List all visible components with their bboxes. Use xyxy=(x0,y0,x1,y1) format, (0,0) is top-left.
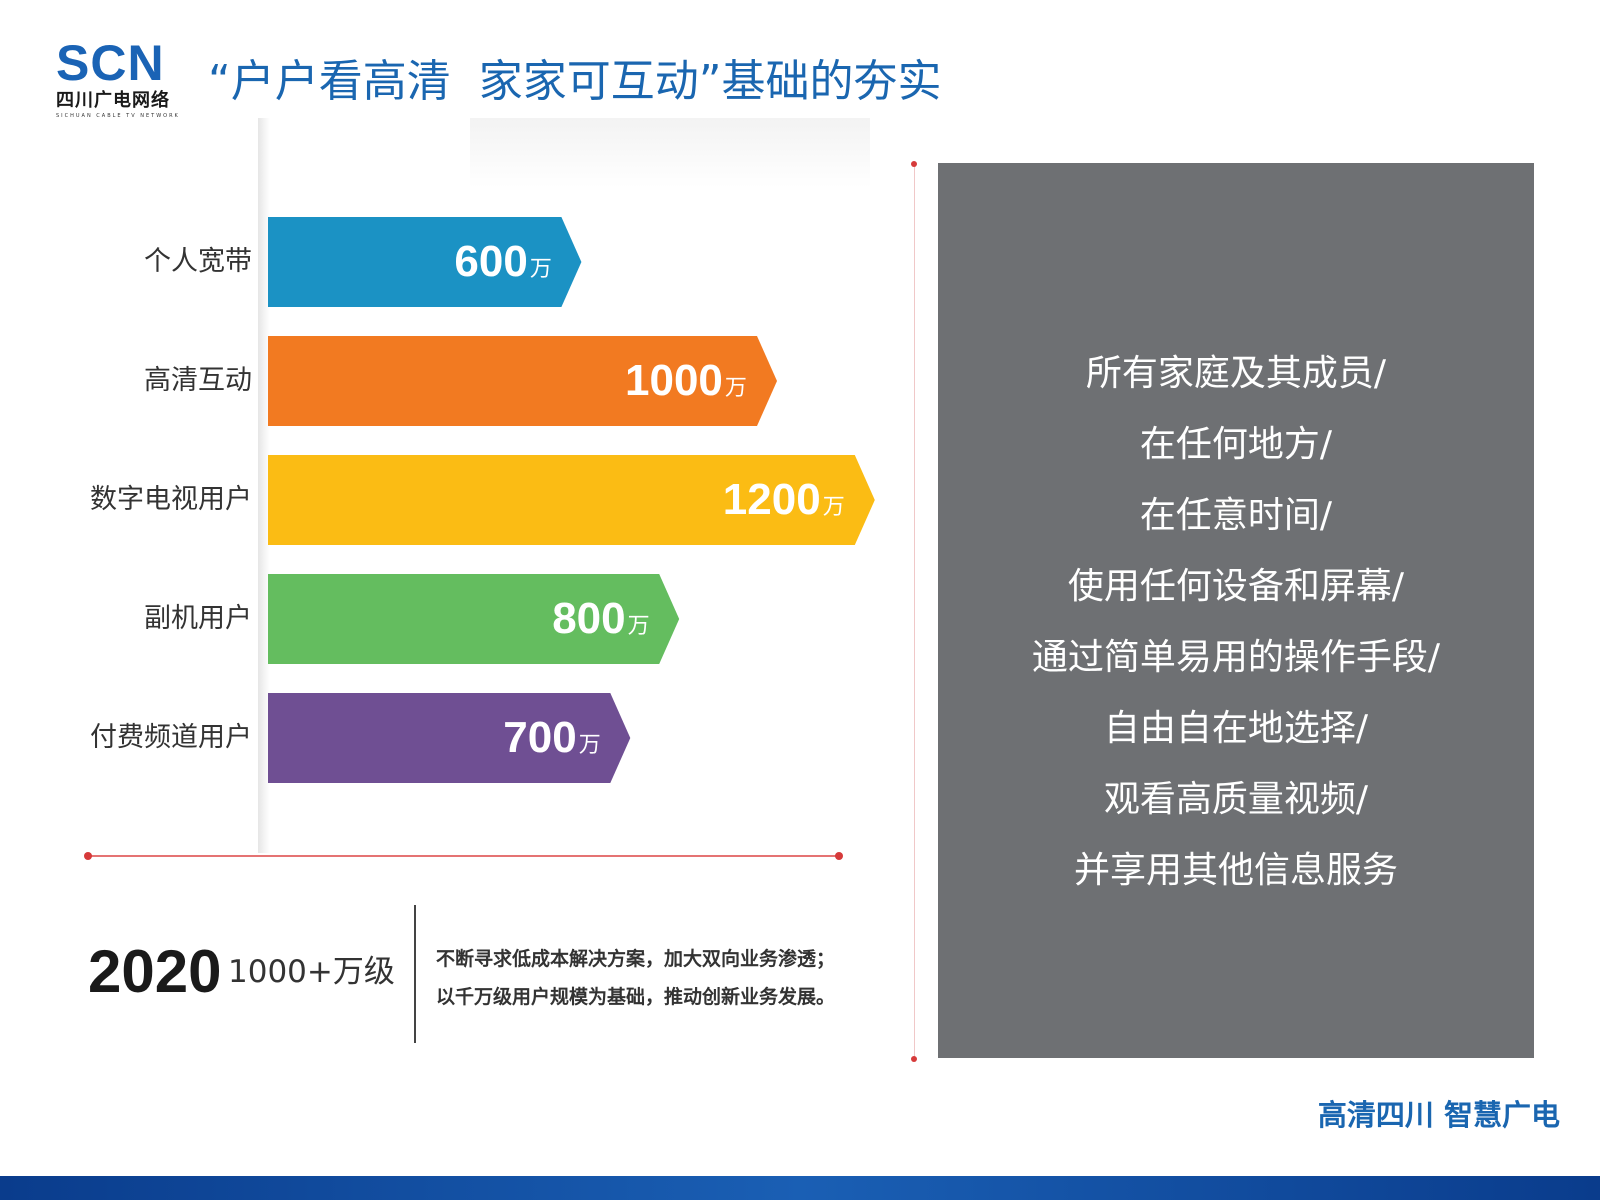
bar-value-number: 1200 xyxy=(722,475,821,524)
logo-cn-name: 四川广电网络 xyxy=(56,90,170,111)
bar-shape xyxy=(268,217,582,307)
vision-panel: 所有家庭及其成员/ 在任何地方/ 在任意时间/ 使用任何设备和屏幕/ 通过简单易… xyxy=(938,163,1534,1058)
divider-dot-top xyxy=(911,161,917,167)
bar-shape xyxy=(268,455,875,545)
footer-bar xyxy=(0,1176,1600,1200)
bar-label: 数字电视用户 xyxy=(90,484,252,515)
bar-value: 700万 xyxy=(503,713,600,770)
bar-arrow xyxy=(268,336,777,426)
bar-arrow xyxy=(268,693,631,783)
bar-value: 1000万 xyxy=(625,356,747,413)
bar-label: 付费频道用户 xyxy=(90,722,252,753)
axis-line xyxy=(88,855,841,857)
bar-shape xyxy=(268,574,680,664)
vision-line: 使用任何设备和屏幕/ xyxy=(1067,566,1405,607)
bar-value-number: 600 xyxy=(454,237,528,286)
bar-label: 副机用户 xyxy=(144,603,252,634)
chart-panel-top-fade xyxy=(470,118,870,188)
vision-line: 通过简单易用的操作手段/ xyxy=(1031,637,1441,678)
bar-shape xyxy=(268,693,631,783)
bar-value-unit: 万 xyxy=(529,256,552,281)
bar-value-number: 800 xyxy=(552,594,626,643)
chart-panel-shadow xyxy=(258,118,270,853)
bar-value-number: 1000 xyxy=(625,356,723,405)
bar-label: 个人宽带 xyxy=(144,246,252,277)
logo-mark: SCN xyxy=(56,35,165,91)
bar-value-unit: 万 xyxy=(822,494,845,519)
summary-description-line: 以千万级用户规模为基础，推动创新业务发展。 xyxy=(436,986,836,1008)
summary-description: 不断寻求低成本解决方案，加大双向业务渗透； 以千万级用户规模为基础，推动创新业务… xyxy=(436,940,835,1016)
summary-scale: 1000+万级 xyxy=(228,954,395,990)
divider-dot-bottom xyxy=(911,1056,917,1062)
scn-logo: SCN 四川广电网络 SICHUAN CABLE TV NETWORK xyxy=(56,38,186,120)
vision-line: 在任何地方/ xyxy=(1139,424,1333,465)
logo-en-name: SICHUAN CABLE TV NETWORK xyxy=(56,113,180,119)
summary-divider xyxy=(414,905,416,1043)
vision-line: 自由自在地选择/ xyxy=(1103,708,1369,749)
axis-dot-left xyxy=(84,852,92,860)
vision-lines: 所有家庭及其成员/ 在任何地方/ 在任意时间/ 使用任何设备和屏幕/ 通过简单易… xyxy=(938,338,1534,906)
bar-value: 800万 xyxy=(552,594,649,651)
bar-value-unit: 万 xyxy=(724,375,747,400)
vision-line: 观看高质量视频/ xyxy=(1103,779,1369,820)
axis-dot-right xyxy=(835,852,843,860)
vertical-divider xyxy=(914,165,915,1060)
bar-value: 1200万 xyxy=(723,475,845,532)
bar-value-unit: 万 xyxy=(627,613,650,638)
bar-arrow xyxy=(268,574,680,664)
summary-description-line: 不断寻求低成本解决方案，加大双向业务渗透； xyxy=(436,948,836,970)
bar-arrow xyxy=(268,455,875,545)
bar-value: 600万 xyxy=(454,237,551,294)
vision-line: 所有家庭及其成员/ xyxy=(1085,353,1387,394)
bar-label: 高清互动 xyxy=(144,365,252,396)
vision-line: 并享用其他信息服务 xyxy=(1073,850,1398,891)
bar-value-unit: 万 xyxy=(578,732,601,757)
bar-arrow xyxy=(268,217,582,307)
page-title: “户户看高清 家家可互动”基础的夯实 xyxy=(208,56,942,107)
bar-value-number: 700 xyxy=(503,713,577,762)
bar-shape xyxy=(268,336,777,426)
slogan: 高清四川 智慧广电 xyxy=(1317,1098,1560,1132)
summary-year: 2020 xyxy=(88,938,222,1005)
vision-line: 在任意时间/ xyxy=(1139,495,1333,536)
